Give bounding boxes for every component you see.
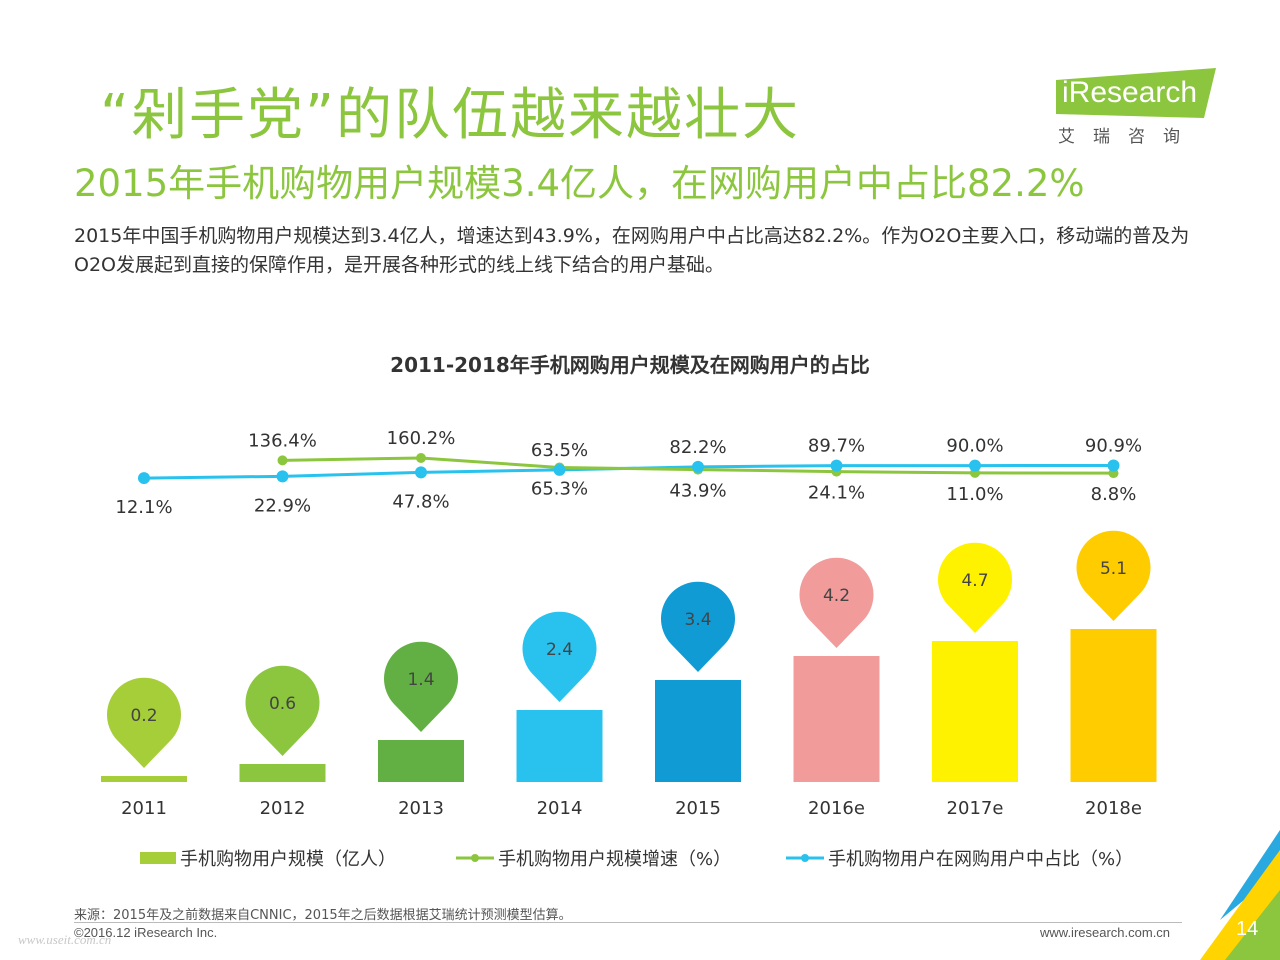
share-point [138, 472, 150, 485]
legend-item-share: 手机购物用户在网购用户中占比（%） [786, 845, 1133, 871]
bar-value-pin [107, 677, 182, 768]
bar-value-pin [660, 581, 735, 672]
iresearch-logo: iResearch 艾瑞咨询 [1056, 68, 1221, 148]
share-label: 22.9% [254, 495, 311, 516]
x-tick-label: 2011 [121, 798, 167, 819]
corner-decoration [1200, 830, 1280, 960]
share-point [830, 459, 843, 472]
bar-value-pin [384, 641, 459, 732]
legend-label-share: 手机购物用户在网购用户中占比（%） [828, 849, 1134, 870]
description-text: 2015年中国手机购物用户规模达到3.4亿人，增速达到43.9%，在网购用户中占… [74, 225, 1190, 276]
bar-value-label: 2.4 [546, 640, 573, 660]
share-label: 90.9% [1085, 435, 1142, 456]
bar [932, 641, 1018, 782]
logo-banner-shape [1056, 68, 1216, 118]
page-subtitle: 2015年手机购物用户规模3.4亿人，在网购用户中占比82.2% [74, 162, 1085, 205]
bar [378, 740, 464, 782]
x-tick-label: 2013 [398, 798, 444, 819]
share-point [276, 470, 289, 483]
share-point [1107, 459, 1120, 472]
page-number: 14 [1236, 918, 1259, 940]
bar [516, 710, 603, 782]
bar-value-label: 1.4 [407, 670, 434, 690]
x-tick-label: 2018e [1085, 798, 1142, 819]
bar [1070, 629, 1157, 782]
share-label: 12.1% [115, 497, 172, 518]
bar-value-label: 3.4 [684, 610, 711, 630]
bar-value-label: 5.1 [1100, 559, 1127, 579]
x-tick-label: 2012 [260, 798, 306, 819]
share-point [415, 466, 427, 479]
bar-value-label: 4.2 [823, 586, 850, 606]
bar [239, 764, 326, 782]
source-note: 来源：2015年及之前数据来自CNNIC，2015年之后数据根据艾瑞统计预测模型… [74, 908, 572, 923]
legend-swatch-growth [456, 854, 494, 862]
copyright-text: ©2016.12 iResearch Inc. [74, 925, 218, 940]
bar-value-label: 0.2 [130, 706, 157, 726]
growth-label: 160.2% [387, 428, 456, 449]
share-point [969, 459, 981, 472]
page-title: “剁手党”的队伍越来越壮大 [100, 83, 801, 148]
share-label: 63.5% [531, 440, 588, 461]
share-label: 82.2% [669, 437, 726, 458]
growth-point [277, 455, 288, 466]
share-point [692, 460, 704, 473]
website-link[interactable]: www.iresearch.com.cn [1040, 925, 1171, 940]
share-label: 47.8% [392, 491, 449, 512]
legend-item-growth: 手机购物用户规模增速（%） [456, 845, 731, 871]
bar-value-pin [938, 542, 1012, 633]
x-tick-label: 2014 [537, 798, 583, 819]
bar-value-pin [245, 665, 320, 756]
bar-value-pin [799, 557, 874, 648]
bars-layer [101, 530, 1157, 782]
chart-area: 2011-2018年手机网购用户规模及在网购用户的占比 0.2 2011 0.6 20… [101, 353, 1157, 819]
growth-label: 43.9% [669, 481, 726, 502]
share-point [553, 463, 566, 476]
lines-layer [138, 452, 1120, 485]
x-tick-label: 2015 [675, 798, 721, 819]
logo-brand-text: iResearch [1062, 76, 1198, 109]
growth-label: 24.1% [808, 483, 865, 504]
chart-legend: 手机购物用户规模（亿人） 手机购物用户规模增速（%） 手机购物用户在网购用户中占… [140, 845, 1140, 871]
legend-swatch-scale [140, 852, 176, 864]
growth-label: 11.0% [946, 484, 1003, 505]
growth-point [416, 452, 426, 463]
share-label: 89.7% [808, 436, 865, 457]
bar-value-pin [1076, 530, 1151, 621]
bar [793, 656, 880, 782]
bar-value-label: 0.6 [269, 694, 296, 714]
bar [655, 680, 741, 782]
bar-value-pin [522, 611, 597, 702]
labels-layer: 0.2 2011 0.6 2012 1.4 2013 2.4 2014 3.4 2015 4.2 20… [115, 428, 1142, 819]
legend-label-growth: 手机购物用户规模增速（%） [498, 849, 732, 870]
growth-label: 65.3% [531, 478, 588, 499]
x-tick-label: 2016e [808, 798, 865, 819]
legend-swatch-share [786, 854, 824, 862]
bar-value-label: 4.7 [961, 571, 988, 591]
x-tick-label: 2017e [947, 798, 1004, 819]
legend-item-scale: 手机购物用户规模（亿人） [140, 845, 396, 871]
growth-label: 136.4% [248, 430, 317, 451]
share-label: 90.0% [946, 436, 1003, 457]
growth-label: 8.8% [1091, 484, 1137, 505]
watermark-text: www.useit.com.cn [18, 932, 112, 947]
logo-cn-text: 艾瑞咨询 [1058, 127, 1198, 147]
legend-label-scale: 手机购物用户规模（亿人） [180, 849, 396, 870]
chart-title: 2011-2018年手机网购用户规模及在网购用户的占比 [390, 353, 870, 377]
footer-divider [74, 922, 1182, 923]
bar [101, 776, 187, 782]
